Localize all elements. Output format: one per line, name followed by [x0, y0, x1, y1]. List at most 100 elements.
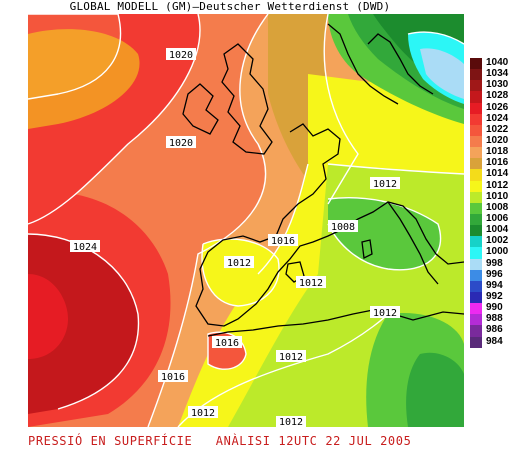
isobar-label: 1012 — [373, 179, 397, 190]
legend-swatch — [470, 69, 482, 81]
legend-row: 1040 — [470, 57, 520, 70]
isobar-line — [327, 163, 464, 175]
legend-row: 1022 — [470, 124, 520, 136]
legend-label: 984 — [486, 335, 503, 347]
legend-label: 994 — [486, 279, 503, 291]
legend-swatch — [470, 102, 482, 114]
isobar-label: 1012 — [373, 308, 397, 319]
isobar-label: 1020 — [169, 50, 193, 61]
isobar-line — [28, 14, 201, 225]
legend-label: 996 — [486, 268, 503, 280]
legend-swatch — [470, 113, 482, 125]
isobar-label-bg — [212, 336, 242, 348]
legend-row: 992 — [470, 291, 520, 304]
isobar-line — [407, 31, 464, 45]
isobar-labels: 1020 1020 1024 1016 1012 1008 1012 1012 … — [70, 48, 400, 427]
legend-label: 1020 — [486, 134, 509, 146]
legend-row: 1020 — [470, 134, 520, 148]
legend-swatch — [470, 58, 482, 70]
legend-label: 1002 — [486, 235, 509, 247]
legend-swatch — [470, 336, 482, 348]
isobar-label: 1012 — [191, 408, 215, 419]
isobar-label: 1016 — [271, 236, 295, 247]
isobar-label-bg — [370, 177, 400, 189]
pressure-zone-1026 — [28, 274, 68, 359]
pressure-map: 1020 1020 1024 1016 1012 1008 1012 1012 … — [28, 14, 464, 427]
legend-swatch — [470, 80, 482, 92]
isobar-label-bg — [166, 136, 196, 148]
legend-row: 994 — [470, 279, 520, 292]
isobar-line — [257, 163, 309, 275]
isobar-label: 1012 — [299, 278, 323, 289]
legend-row: 1034 — [470, 68, 520, 81]
legend-label: 1026 — [486, 101, 509, 113]
legend-row: 1002 — [470, 235, 520, 248]
coastlines — [182, 23, 464, 337]
legend-label: 1006 — [486, 212, 509, 224]
isobar-label: 1012 — [279, 352, 303, 363]
legend-row: 1006 — [470, 212, 520, 226]
legend-label: 1000 — [486, 246, 509, 258]
legend-label: 1014 — [486, 168, 509, 180]
isobar-label-bg — [224, 256, 254, 268]
isobar-line — [201, 238, 280, 307]
isobar-line — [147, 14, 269, 427]
legend-swatch — [470, 147, 482, 159]
legend-label: 1010 — [486, 190, 509, 202]
isobar-label: 1012 — [279, 417, 303, 427]
legend-swatch — [470, 91, 482, 103]
isobar-line — [327, 197, 442, 271]
legend-swatch — [470, 169, 482, 181]
pressure-zone-998 — [420, 48, 464, 99]
legend-row: 1014 — [470, 168, 520, 181]
legend-row: 990 — [470, 302, 520, 315]
legend-label: 1040 — [486, 57, 509, 68]
legend-row: 1012 — [470, 180, 520, 192]
isobar-label-bg — [276, 350, 306, 362]
pressure-zone-1014-nw — [28, 29, 140, 129]
legend-swatch — [470, 213, 482, 226]
legend-label: 1008 — [486, 201, 509, 213]
legend-row: 984 — [470, 335, 520, 348]
legend-row: 996 — [470, 268, 520, 281]
legend-row: 988 — [470, 313, 520, 326]
legend-swatch — [470, 236, 482, 248]
isobar-label-bg — [158, 370, 188, 382]
map-caption: PRESSIÓ EN SUPERFÍCIE ANÀLISI 12UTC 22 J… — [28, 434, 412, 448]
legend-swatch — [470, 269, 482, 281]
legend-swatch — [470, 280, 482, 292]
isobar-label: 1024 — [73, 242, 97, 253]
pressure-zone-1012-iberia — [202, 239, 279, 306]
legend-swatch — [470, 191, 482, 203]
coast-baltic — [367, 33, 434, 95]
coast-britain — [221, 43, 273, 155]
legend-swatch — [470, 303, 482, 315]
legend-label: 988 — [486, 313, 503, 325]
isobar-line — [28, 14, 122, 100]
isobar-label-bg — [70, 240, 100, 252]
legend-row: 1018 — [470, 146, 520, 159]
legend-row: 1030 — [470, 79, 520, 92]
legend-label: 986 — [486, 324, 503, 336]
isobar-line — [323, 14, 359, 205]
coast-continent — [195, 123, 464, 327]
legend-row: 1016 — [470, 157, 520, 170]
legend-label: 1016 — [486, 157, 509, 169]
isobar-label: 1016 — [215, 338, 239, 349]
isobar-line — [177, 313, 389, 427]
legend-swatch — [470, 158, 482, 170]
pressure-legend: 1040 1034 1030 1028 1026 1024 1022 1020 1018 1016… — [470, 57, 520, 348]
isobar-label: 1012 — [227, 258, 251, 269]
legend-label: 1030 — [486, 79, 509, 91]
isobar-label: 1016 — [161, 372, 185, 383]
isobar-label: 1008 — [331, 222, 355, 233]
legend-swatch — [470, 291, 482, 304]
map-title: GLOBAL MODELL (GM)—Deutscher Wetterdiens… — [69, 0, 391, 13]
pressure-zone-1006-africa — [406, 352, 464, 427]
legend-swatch — [470, 124, 482, 136]
isobar-label-bg — [268, 234, 298, 246]
coast-italy — [387, 201, 439, 285]
legend-swatch — [470, 202, 482, 214]
isobar-label-bg — [328, 220, 358, 232]
legend-row: 1008 — [470, 201, 520, 214]
